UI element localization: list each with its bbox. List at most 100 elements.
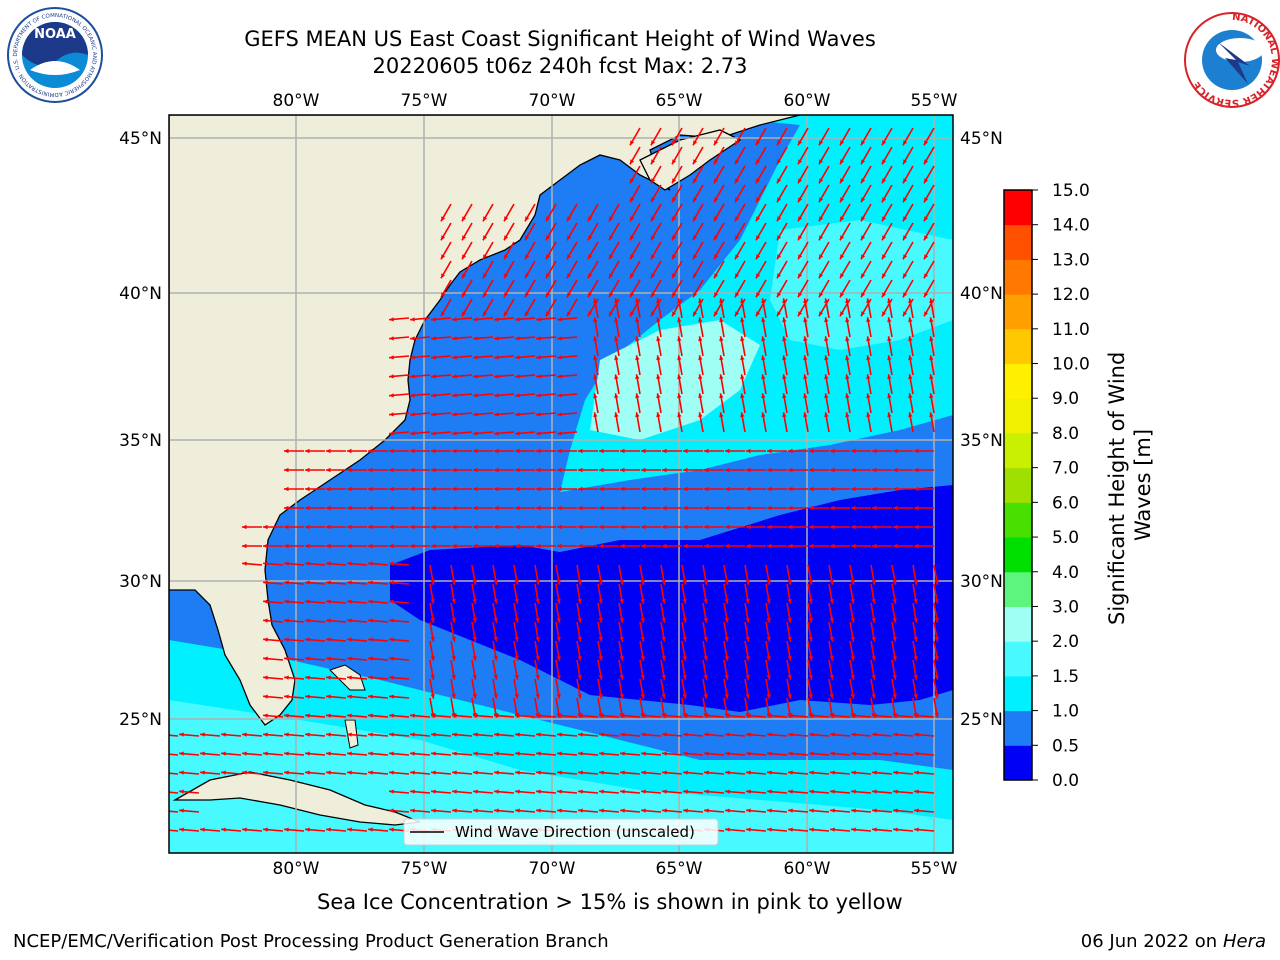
wind-wave-arrowhead bbox=[441, 235, 446, 241]
wind-wave-arrowhead bbox=[473, 336, 478, 341]
wind-wave-arrowhead bbox=[473, 770, 478, 775]
wind-wave-arrowhead bbox=[887, 412, 892, 418]
wind-wave-arrowhead bbox=[866, 374, 871, 380]
wind-wave-arrowhead bbox=[934, 579, 939, 585]
wind-wave-arrowhead bbox=[693, 216, 698, 222]
wind-wave-arrowhead bbox=[452, 374, 457, 379]
wind-wave-arrowhead bbox=[410, 317, 415, 322]
wind-wave-arrowhead bbox=[515, 505, 520, 511]
wind-wave-arrowhead bbox=[682, 674, 687, 680]
wind-wave-arrowhead bbox=[515, 486, 520, 492]
wind-wave-arrowhead bbox=[431, 770, 436, 775]
wind-wave-arrowhead bbox=[221, 770, 226, 775]
wind-wave-arrowhead bbox=[745, 674, 750, 680]
wind-wave-arrow bbox=[169, 791, 179, 794]
wind-wave-arrowhead bbox=[368, 675, 373, 680]
wind-wave-arrowhead bbox=[599, 448, 604, 454]
wind-wave-arrowhead bbox=[368, 618, 373, 623]
wind-wave-arrowhead bbox=[326, 675, 331, 680]
wind-wave-arrowhead bbox=[577, 674, 582, 680]
wind-wave-arrowhead bbox=[452, 412, 457, 417]
wind-wave-arrowhead bbox=[326, 713, 331, 718]
wind-wave-arrowhead bbox=[578, 543, 583, 549]
wind-wave-arrowhead bbox=[924, 216, 929, 222]
wind-wave-arrowhead bbox=[493, 579, 498, 585]
wind-wave-arrowhead bbox=[473, 317, 478, 322]
wind-wave-arrowhead bbox=[619, 655, 624, 661]
wind-wave-arrowhead bbox=[756, 159, 761, 165]
wind-wave-arrowhead bbox=[830, 770, 835, 775]
wind-wave-arrowhead bbox=[179, 732, 184, 737]
wind-wave-arrowhead bbox=[326, 732, 331, 737]
wind-wave-arrowhead bbox=[598, 674, 603, 680]
wind-wave-arrowhead bbox=[641, 770, 646, 775]
wind-wave-arrowhead bbox=[598, 598, 603, 604]
wind-wave-arrowhead bbox=[347, 486, 352, 492]
wind-wave-arrowhead bbox=[913, 674, 918, 680]
wind-wave-arrowhead bbox=[929, 355, 934, 361]
wind-wave-arrowhead bbox=[368, 694, 373, 699]
wind-wave-arrowhead bbox=[819, 216, 824, 222]
wind-wave-arrowhead bbox=[788, 505, 793, 511]
wind-wave-arrowhead bbox=[766, 579, 771, 585]
wind-wave-arrowhead bbox=[788, 827, 793, 832]
wind-wave-arrowhead bbox=[803, 393, 808, 399]
wind-wave-arrowhead bbox=[851, 505, 856, 511]
wind-wave-arrowhead bbox=[766, 598, 771, 604]
wind-wave-arrowhead bbox=[851, 543, 856, 549]
wind-wave-arrowhead bbox=[514, 655, 519, 661]
run-date-text: 06 Jun 2022 on bbox=[1080, 931, 1218, 952]
wind-wave-arrowhead bbox=[504, 273, 509, 279]
wind-wave-arrowhead bbox=[410, 467, 415, 473]
wind-wave-arrowhead bbox=[788, 713, 793, 718]
wind-wave-arrowhead bbox=[557, 770, 562, 775]
wind-wave-arrowhead bbox=[515, 374, 520, 379]
wind-wave-arrowhead bbox=[305, 637, 310, 642]
wind-wave-arrowhead bbox=[735, 273, 740, 279]
colorbar-tick-label: 0.5 bbox=[1052, 736, 1079, 756]
wind-wave-arrowhead bbox=[410, 412, 415, 417]
wind-wave-arrowhead bbox=[557, 431, 562, 436]
wind-wave-arrowhead bbox=[557, 467, 562, 473]
wind-wave-arrowhead bbox=[882, 216, 887, 222]
colorbar-swatch bbox=[1004, 224, 1032, 260]
wind-wave-arrowhead bbox=[677, 298, 682, 304]
wind-wave-arrowhead bbox=[593, 412, 598, 418]
wind-wave-arrowhead bbox=[535, 617, 540, 623]
lat-label: 35°N bbox=[119, 431, 162, 451]
wind-wave-arrowhead bbox=[929, 393, 934, 399]
wind-wave-arrowhead bbox=[809, 543, 814, 549]
wind-wave-arrowhead bbox=[535, 598, 540, 604]
wind-wave-arrowhead bbox=[546, 254, 551, 260]
wind-wave-arrowhead bbox=[662, 808, 667, 813]
wind-wave-arrowhead bbox=[840, 254, 845, 260]
wind-wave-arrowhead bbox=[410, 431, 415, 436]
wind-wave-arrowhead bbox=[735, 178, 740, 184]
wind-wave-arrowhead bbox=[803, 412, 808, 418]
wind-wave-arrowhead bbox=[656, 355, 661, 361]
colorbar-tick-label: 8.0 bbox=[1052, 424, 1079, 444]
wind-wave-arrowhead bbox=[515, 393, 520, 398]
wind-wave-arrowhead bbox=[892, 693, 897, 699]
wind-wave-arrowhead bbox=[494, 431, 499, 436]
wind-wave-arrowhead bbox=[410, 448, 415, 454]
wind-wave-arrowhead bbox=[924, 197, 929, 203]
wind-wave-arrowhead bbox=[662, 732, 667, 737]
wind-wave-arrowhead bbox=[462, 216, 467, 222]
wind-wave-arrowhead bbox=[683, 448, 688, 454]
wind-wave-arrowhead bbox=[777, 254, 782, 260]
wind-wave-arrowhead bbox=[557, 543, 562, 549]
wind-wave-arrowhead bbox=[662, 770, 667, 775]
wind-wave-arrowhead bbox=[672, 235, 677, 241]
wind-wave-arrowhead bbox=[861, 273, 866, 279]
wind-wave-arrowhead bbox=[908, 317, 913, 323]
wind-wave-arrowhead bbox=[761, 336, 766, 342]
wind-wave-arrowhead bbox=[451, 674, 456, 680]
wind-wave-arrowhead bbox=[441, 292, 446, 298]
wind-wave-arrowhead bbox=[914, 751, 919, 756]
wind-wave-arrowhead bbox=[677, 317, 682, 323]
wind-wave-arrowhead bbox=[305, 599, 310, 604]
wind-wave-arrowhead bbox=[493, 655, 498, 661]
wind-wave-arrowhead bbox=[662, 486, 667, 492]
wind-wave-arrowhead bbox=[651, 235, 656, 241]
